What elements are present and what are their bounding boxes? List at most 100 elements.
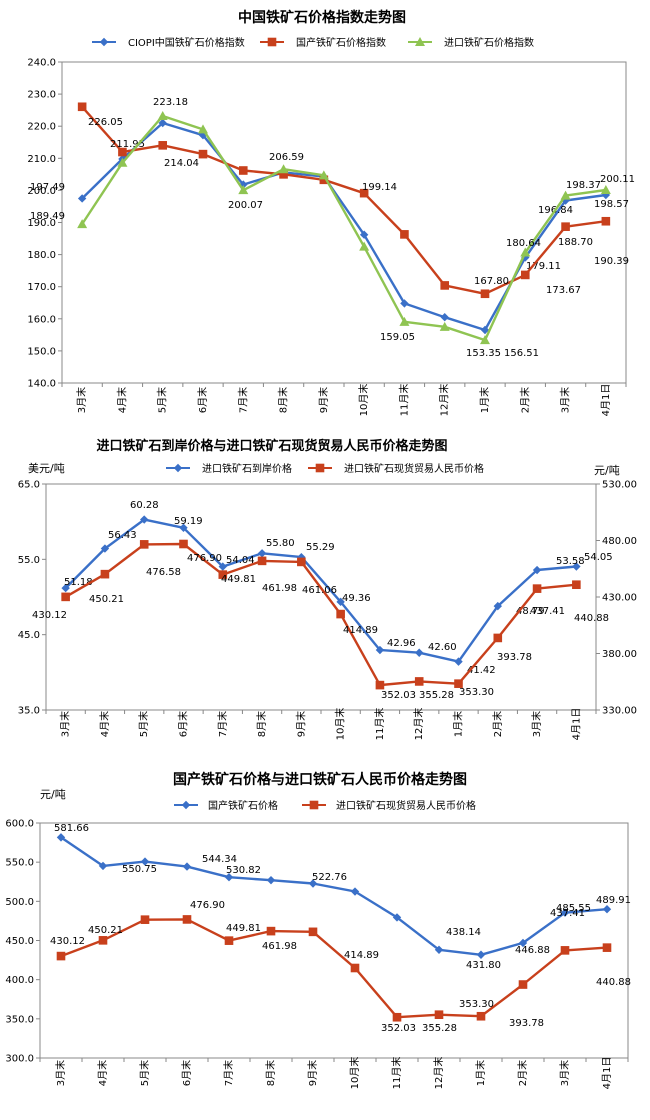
data-label: 48.79	[516, 606, 545, 617]
data-label: 461.06	[302, 585, 337, 596]
x-tick-label: 8月末	[255, 711, 268, 737]
y-tick-label: 300.0	[5, 1054, 34, 1065]
data-point	[400, 299, 409, 308]
x-tick-label: 8月末	[277, 387, 290, 413]
y-tick-label: 200.0	[27, 186, 56, 197]
data-point	[350, 887, 360, 896]
y-tick-label: 140.0	[27, 379, 56, 390]
data-label: 214.04	[164, 158, 199, 169]
data-label: 159.05	[380, 332, 415, 343]
data-point	[560, 190, 571, 200]
data-point	[140, 857, 150, 866]
data-label: 476.90	[187, 553, 222, 564]
data-label: 60.28	[130, 500, 159, 511]
x-tick-label: 5月末	[138, 1060, 151, 1086]
x-tick-label: 10月末	[348, 1057, 361, 1090]
x-tick-label: 1月末	[478, 387, 491, 413]
y-tick-label: 240.0	[27, 58, 56, 69]
data-point	[179, 523, 188, 532]
data-point	[392, 913, 402, 922]
data-point	[308, 879, 318, 888]
data-label: 450.21	[88, 925, 123, 936]
data-point	[77, 102, 87, 112]
chart-title: 国产铁矿石价格与进口铁矿石人民币价格走势图	[173, 771, 467, 788]
legend-label: 进口铁矿石现货贸易人民币价格	[344, 462, 484, 475]
legend-marker	[415, 37, 425, 46]
x-tick-label: 3月末	[54, 1060, 67, 1086]
y-tick-label: 55.0	[18, 555, 40, 566]
series-line	[64, 518, 577, 663]
x-tick-label: 3月末	[558, 1060, 571, 1086]
data-point	[600, 185, 611, 195]
data-label: 414.89	[344, 950, 379, 961]
data-label: 198.57	[594, 199, 629, 210]
data-point	[158, 141, 168, 150]
data-point	[518, 980, 528, 989]
data-point	[224, 936, 234, 945]
data-point	[238, 166, 248, 175]
x-tick-label: 4月末	[96, 1060, 109, 1086]
legend-label: 进口铁矿石价格指数	[444, 36, 534, 49]
data-label: 440.88	[574, 613, 609, 624]
data-point	[117, 157, 128, 167]
data-point	[521, 253, 530, 262]
data-point	[560, 946, 570, 955]
data-point	[493, 633, 503, 643]
data-label: 189.49	[30, 211, 65, 222]
x-tick-label: 6月末	[196, 387, 209, 413]
data-point	[400, 230, 409, 239]
x-tick-label: 9月末	[317, 387, 330, 413]
legend-marker	[99, 37, 109, 47]
x-tick-label: 9月末	[294, 711, 307, 737]
y-tick-label: 220.0	[27, 122, 56, 133]
legend-marker	[309, 800, 319, 810]
y2-axis-title: 元/吨	[594, 464, 620, 477]
x-tick-label: 11月末	[390, 1057, 403, 1090]
data-label: 188.70	[558, 237, 593, 248]
data-label: 226.05	[88, 117, 123, 128]
data-point	[440, 312, 449, 322]
data-label: 485.55	[556, 903, 591, 914]
data-point	[100, 544, 110, 553]
chart-title: 进口铁矿石到岸价格与进口铁矿石现货贸易人民币价格走势图	[96, 438, 447, 454]
x-tick-label: 12月末	[432, 1057, 445, 1090]
series-line	[81, 121, 607, 332]
y-tick-label: 500.0	[5, 897, 34, 908]
x-tick-label: 1月末	[474, 1060, 487, 1086]
x-tick-label: 10月末	[334, 708, 347, 741]
data-label: 353.30	[459, 999, 494, 1010]
data-point	[414, 677, 424, 686]
data-label: 156.51	[504, 348, 539, 359]
data-point	[572, 562, 581, 571]
y-tick-label: 450.0	[5, 936, 34, 947]
y-tick-label: 45.0	[18, 630, 40, 641]
data-label: 53.58	[556, 556, 585, 567]
data-label: 461.98	[262, 941, 297, 952]
data-label: 190.39	[594, 256, 629, 267]
data-point	[350, 963, 360, 973]
legend-label: 进口铁矿石现货贸易人民币价格	[336, 799, 476, 812]
legend-marker	[267, 37, 277, 47]
x-tick-label: 11月末	[397, 384, 410, 417]
data-label: 200.11	[600, 174, 635, 185]
data-point	[98, 936, 108, 945]
y-tick-label: 230.0	[27, 90, 56, 101]
y-tick-label: 190.0	[27, 218, 56, 229]
data-label: 42.60	[428, 642, 457, 653]
data-point	[439, 321, 450, 331]
x-tick-label: 5月末	[156, 387, 169, 413]
data-point	[520, 247, 531, 257]
data-point	[480, 289, 490, 299]
x-tick-label: 9月末	[306, 1060, 319, 1086]
y-tick-label: 210.0	[27, 154, 56, 165]
data-point	[560, 908, 570, 917]
x-tick-label: 6月末	[177, 711, 190, 737]
x-tick-label: 7月末	[216, 711, 229, 737]
data-point	[100, 569, 110, 579]
data-label: 56.43	[108, 530, 137, 541]
data-label: 437.41	[530, 606, 565, 617]
data-point	[61, 592, 70, 602]
data-label: 522.76	[312, 872, 347, 883]
x-tick-label: 3月末	[559, 387, 572, 413]
x-tick-label: 4月1日	[600, 384, 612, 417]
